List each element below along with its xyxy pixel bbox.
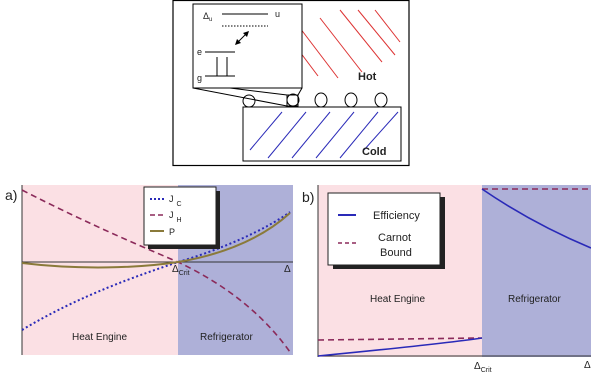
legend: [327, 192, 441, 266]
text-part: Crit: [179, 270, 190, 277]
panel-b: Efficiency Carnot Bound b) ΔCrit Δ Heat …: [302, 185, 591, 374]
legend-swatch: [363, 111, 399, 151]
legend-swatch: [299, 27, 339, 79]
legend-swatch: [267, 111, 307, 159]
legend-entry: JC: [169, 194, 182, 208]
zoom-marker: [286, 94, 299, 107]
arrow-heads: [235, 31, 249, 45]
legend-swatch: [286, 93, 300, 107]
setup-diagram: Δu u e g Hot Cold: [172, 0, 410, 167]
legend-swatch: [374, 9, 401, 43]
legend-swatch: [314, 92, 328, 108]
text-part: Crit: [481, 367, 492, 374]
legend-swatch: [242, 94, 256, 108]
hot-rays: [299, 9, 401, 79]
legend-swatch: [344, 92, 358, 108]
axis-label: Δ: [284, 264, 291, 275]
legend-entry: P: [169, 227, 175, 237]
legend-swatch: [299, 51, 319, 77]
text-part: J: [169, 194, 174, 204]
hot-label: Hot: [358, 71, 377, 83]
jc-curve: [21, 211, 291, 331]
legend-entry: Efficiency: [373, 210, 420, 222]
delta-u: Δu: [203, 11, 212, 23]
crit-label: ΔCrit: [474, 361, 492, 374]
text-part: C: [177, 201, 182, 208]
zoom-line: [192, 87, 288, 107]
legend-swatch: [315, 111, 355, 159]
efficiency-curve: [481, 188, 591, 249]
level-label: g: [197, 73, 202, 83]
legend-swatch: [357, 9, 396, 56]
efficiency-curve: [317, 337, 483, 357]
legend: [143, 186, 217, 246]
text-part: J: [169, 210, 174, 220]
zoom-box: [192, 3, 303, 89]
refrigerator-region: [482, 185, 591, 357]
panel-label: b): [302, 189, 314, 205]
legend-entry: Carnot: [378, 232, 411, 244]
cold-label: Cold: [362, 146, 386, 158]
text-part: H: [177, 217, 182, 224]
zoom-line: [229, 87, 288, 96]
region-label: Heat Engine: [72, 332, 127, 343]
legend-swatch: [339, 111, 379, 159]
panel-label: a): [5, 187, 17, 203]
cold-hatch: [249, 111, 399, 159]
text-part: Δ: [172, 264, 179, 275]
legend-swatch: [374, 92, 388, 108]
legend-swatch: [249, 111, 283, 151]
carnot-curve: [317, 337, 483, 341]
level-label: u: [275, 9, 280, 19]
atoms: [242, 92, 388, 108]
legend-swatch: [339, 9, 383, 63]
text-part: Δ: [474, 361, 481, 372]
crit-label: ΔCrit: [172, 264, 190, 277]
panel-a: JC JH P a) ΔCrit Δ Heat Engine Refrigera…: [5, 185, 293, 355]
p-curve: [21, 212, 291, 269]
axis-label: Δ: [584, 360, 591, 371]
legend-swatch: [319, 17, 363, 73]
text-part: Δ: [203, 11, 209, 21]
legend-swatch: [291, 111, 331, 159]
region-label: Refrigerator: [508, 294, 561, 305]
region-label: Heat Engine: [370, 294, 425, 305]
legend-entry: Bound: [380, 247, 412, 259]
text-part: u: [209, 17, 212, 23]
zoom-line: [297, 87, 303, 96]
level-label: e: [197, 47, 202, 57]
region-label: Refrigerator: [200, 332, 253, 343]
legend-entry: JH: [169, 210, 182, 224]
